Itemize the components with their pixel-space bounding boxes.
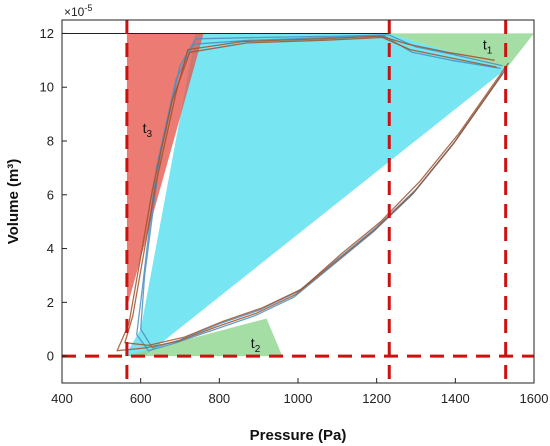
x-tick-label: 1600 [520, 391, 549, 406]
region-label-subscript: 3 [147, 129, 153, 140]
region-label-t1: t1 [483, 37, 493, 57]
x-tick-label: 600 [130, 391, 152, 406]
region-t1-fill [388, 33, 534, 69]
y-tick-label: 10 [40, 80, 54, 95]
y-tick-label: 2 [47, 295, 54, 310]
region-label-t3: t3 [143, 120, 153, 140]
cycle-curves [62, 32, 509, 352]
region-labels: t1 t2 t3 [143, 37, 493, 355]
x-tick-label: 400 [51, 391, 73, 406]
x-axis-title: Pressure (Pa) [250, 427, 347, 444]
cycle-area-fill [124, 33, 507, 357]
x-tick-label: 800 [208, 391, 230, 406]
x-tick-label: 1000 [284, 391, 313, 406]
x-tick-label: 1400 [441, 391, 470, 406]
y-tick-label: 0 [47, 349, 54, 364]
y-axis-title: Volume (m³) [5, 159, 22, 245]
dashed-reference-lines [62, 20, 534, 383]
cycle-curve-3 [124, 35, 509, 347]
region-label-subscript: 1 [487, 46, 493, 57]
cycle-curve-4 [116, 36, 504, 352]
region-fills [124, 33, 534, 357]
y-tick-label: 8 [47, 134, 54, 149]
region-label-subscript: 2 [255, 344, 261, 355]
y-tick-label: 6 [47, 187, 54, 202]
x-tick-label: 1200 [362, 391, 391, 406]
y-axis-multiplier: ×10-5 [64, 3, 92, 19]
y-tick-label: 4 [47, 241, 54, 256]
cycle-curve-1 [140, 34, 508, 349]
y-tick-label: 12 [40, 26, 54, 41]
region-label-t2: t2 [251, 335, 261, 355]
y-multiplier-base: ×10 [64, 5, 85, 19]
y-multiplier-exponent: -5 [84, 3, 92, 13]
